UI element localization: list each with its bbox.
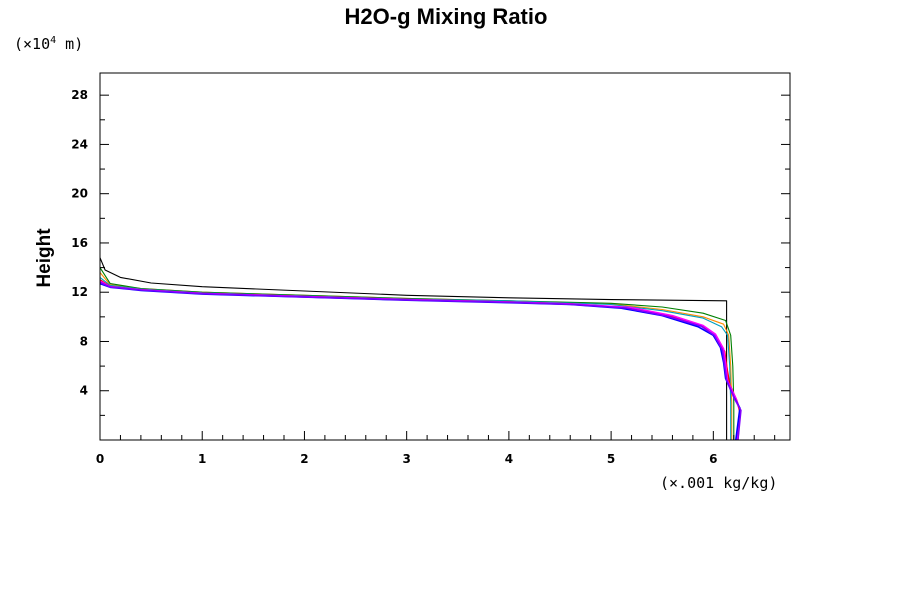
series-group [99, 257, 742, 441]
series-line-3 [99, 267, 735, 440]
y-tick-label: 4 [80, 384, 88, 398]
series-line-1 [99, 257, 728, 440]
y-tick-label: 24 [71, 137, 88, 151]
y-tick-label: 8 [80, 334, 88, 348]
series-line-4 [99, 276, 732, 440]
y-tick-label: 28 [71, 88, 88, 102]
y-tick-label: 20 [71, 187, 88, 201]
x-unit-label: (×.001 kg/kg) [660, 474, 777, 492]
chart-title: H2O-g Mixing Ratio [345, 4, 548, 29]
x-tick-label: 3 [402, 452, 410, 466]
x-tick-label: 6 [709, 452, 717, 466]
x-tick-label: 0 [96, 452, 104, 466]
y-axis-label: Height [34, 228, 55, 288]
y-tick-label: 16 [71, 236, 88, 250]
x-tick-label: 1 [198, 452, 206, 466]
plot-frame [99, 72, 791, 441]
y-unit-label: (×104 m) [14, 35, 83, 53]
series-line-2 [99, 272, 733, 440]
x-tick-label: 5 [607, 452, 615, 466]
series-line-6 [99, 280, 741, 441]
x-tick-label: 4 [505, 452, 513, 466]
x-tick-label: 2 [300, 452, 308, 466]
series-line-8 [99, 281, 742, 441]
y-tick-label: 12 [71, 285, 88, 299]
series-line-5 [99, 279, 741, 441]
